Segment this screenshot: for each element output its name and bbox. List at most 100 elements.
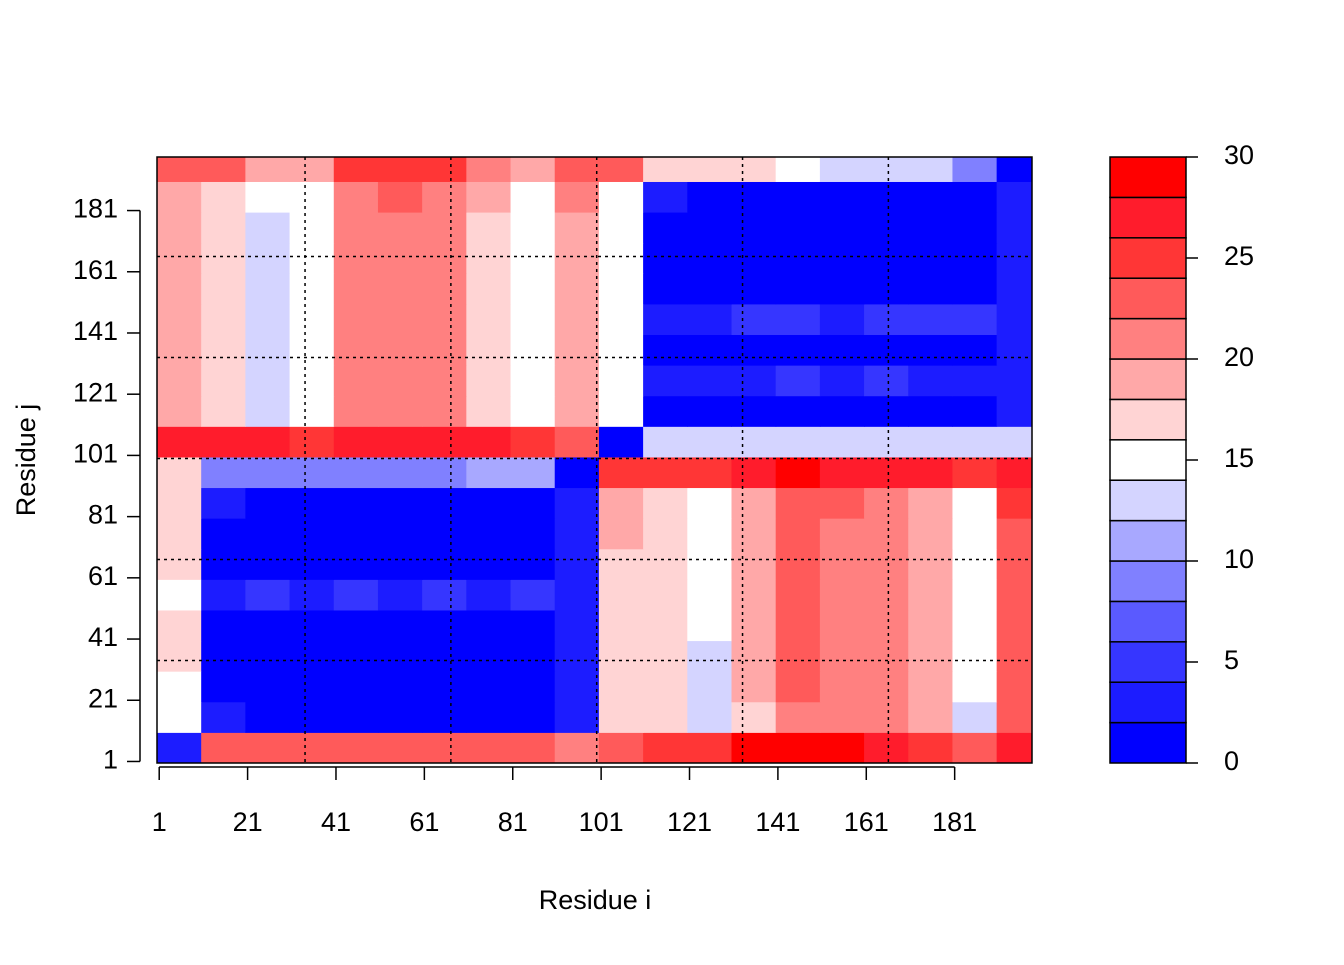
- heatmap-cell: [422, 365, 467, 397]
- heatmap-cell: [333, 518, 379, 550]
- heatmap-cell: [245, 640, 291, 672]
- heatmap-cell: [598, 579, 644, 611]
- heatmap-cell: [687, 518, 732, 550]
- heatmap-cell: [377, 426, 423, 458]
- colorbar-cell: [1109, 439, 1187, 481]
- heatmap-cell: [554, 181, 600, 213]
- heatmap-cell: [864, 426, 909, 458]
- heatmap-cell: [775, 273, 821, 305]
- heatmap-cell: [289, 365, 335, 397]
- heatmap-cell: [333, 732, 379, 764]
- heatmap-cell: [819, 701, 865, 733]
- heatmap-cell: [687, 242, 732, 274]
- heatmap-cell: [598, 157, 644, 182]
- heatmap-cell: [289, 579, 335, 611]
- heatmap-cell: [864, 548, 909, 580]
- heatmap-cell: [201, 640, 246, 672]
- heatmap-cell: [775, 426, 821, 458]
- heatmap-cell: [377, 456, 423, 489]
- heatmap-cell: [466, 609, 512, 642]
- heatmap-cell: [157, 518, 202, 550]
- heatmap-cell: [598, 548, 644, 580]
- heatmap-cell: [201, 242, 246, 274]
- colorbar-cell: [1109, 358, 1187, 401]
- heatmap-cell: [554, 487, 600, 519]
- heatmap-cell: [289, 212, 335, 244]
- heatmap-cell: [201, 671, 246, 703]
- heatmap-cell: [466, 640, 512, 672]
- heatmap-cell: [952, 181, 998, 213]
- heatmap-cell: [245, 701, 291, 733]
- heatmap-cell: [466, 701, 512, 733]
- heatmap-cell: [422, 640, 467, 672]
- colorbar-tick-label: 20: [1224, 342, 1254, 372]
- heatmap-cell: [775, 303, 821, 336]
- heatmap-cell: [510, 212, 556, 244]
- heatmap-cell: [996, 426, 1033, 458]
- colorbar-cell: [1109, 479, 1187, 522]
- heatmap-cell: [908, 365, 953, 397]
- heatmap-cell: [731, 640, 777, 672]
- heatmap-cell: [466, 671, 512, 703]
- colorbar-cell: [1109, 317, 1187, 360]
- heatmap-cell: [510, 273, 556, 305]
- heatmap-cell: [731, 548, 777, 580]
- heatmap-cell: [952, 273, 998, 305]
- y-tick-label: 41: [88, 622, 118, 652]
- heatmap-cell: [952, 334, 998, 366]
- heatmap-cell: [775, 579, 821, 611]
- heatmap-cell: [643, 732, 688, 764]
- heatmap-cell: [952, 640, 998, 672]
- heatmap-cell: [996, 395, 1033, 427]
- heatmap-cell: [157, 701, 202, 733]
- heatmap-cell: [245, 518, 291, 550]
- x-tick-label: 81: [498, 807, 528, 837]
- y-axis-label: Residue j: [11, 404, 41, 517]
- heatmap-cell: [201, 732, 246, 764]
- colorbar-cell: [1109, 156, 1187, 199]
- heatmap-cell: [864, 395, 909, 427]
- heatmap-cell: [510, 732, 556, 764]
- heatmap-cell: [377, 609, 423, 642]
- heatmap-cell: [643, 157, 688, 182]
- heatmap-cell: [908, 609, 953, 642]
- heatmap-cell: [952, 157, 998, 182]
- heatmap-cell: [201, 273, 246, 305]
- heatmap-cell: [201, 456, 246, 489]
- heatmap-cell: [510, 640, 556, 672]
- heatmap-cell: [952, 365, 998, 397]
- heatmap-cell: [201, 579, 246, 611]
- heatmap-cell: [996, 212, 1033, 244]
- heatmap-cell: [466, 242, 512, 274]
- heatmap-cell: [864, 242, 909, 274]
- heatmap-cell: [201, 701, 246, 733]
- heatmap-cell: [775, 732, 821, 764]
- heatmap-cell: [687, 579, 732, 611]
- heatmap-cell: [333, 395, 379, 427]
- heatmap-cell: [466, 456, 512, 489]
- heatmap-cell: [687, 487, 732, 519]
- colorbar-tick-label: 0: [1224, 746, 1239, 776]
- heatmap-cell: [731, 518, 777, 550]
- heatmap-cell: [554, 334, 600, 366]
- heatmap-cell: [643, 701, 688, 733]
- heatmap-cell: [598, 212, 644, 244]
- heatmap-cell: [422, 157, 467, 182]
- heatmap-cell: [687, 548, 732, 580]
- heatmap-cell: [775, 365, 821, 397]
- x-tick-label: 61: [409, 807, 439, 837]
- heatmap-cell: [598, 303, 644, 336]
- heatmap-cell: [819, 273, 865, 305]
- heatmap-cell: [864, 518, 909, 550]
- heatmap-cell: [377, 365, 423, 397]
- heatmap-cell: [157, 365, 202, 397]
- y-tick-label: 1: [103, 745, 118, 775]
- heatmap-cell: [598, 273, 644, 305]
- heatmap-cell: [687, 701, 732, 733]
- heatmap-cell: [687, 456, 732, 489]
- heatmap-cell: [598, 181, 644, 213]
- heatmap-cell: [554, 671, 600, 703]
- heatmap-cell: [864, 579, 909, 611]
- heatmap-cell: [731, 671, 777, 703]
- heatmap-cell: [952, 732, 998, 764]
